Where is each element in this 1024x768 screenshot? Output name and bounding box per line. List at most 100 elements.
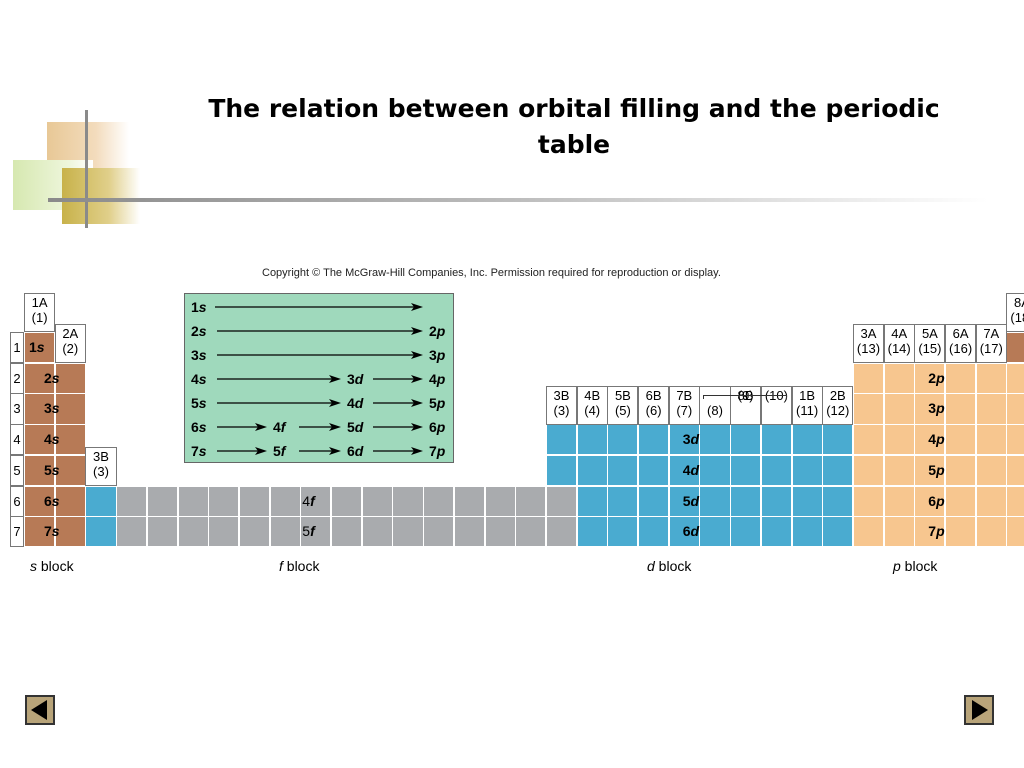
s-orbital-label: 2s bbox=[44, 369, 60, 386]
f-block-cell bbox=[177, 516, 209, 548]
p-block-cell bbox=[975, 454, 1007, 486]
group-header-number: (17) bbox=[979, 341, 1003, 356]
group-header: 8B(8) bbox=[699, 386, 731, 425]
d-orbital-label: 4d bbox=[682, 461, 700, 478]
f-block-cell bbox=[208, 485, 240, 517]
d-block-cell bbox=[545, 424, 578, 456]
previous-slide-button[interactable] bbox=[25, 695, 55, 725]
d-block-cell bbox=[730, 424, 762, 456]
p-block-cell bbox=[975, 485, 1007, 517]
d-block-cell bbox=[576, 424, 608, 456]
d-block-cell bbox=[791, 516, 823, 548]
p-block-cell bbox=[1006, 424, 1024, 456]
block-label: d block bbox=[647, 558, 692, 574]
next-slide-button[interactable] bbox=[964, 695, 994, 725]
s-block-cell bbox=[54, 424, 86, 456]
arrow-head-icon bbox=[411, 399, 423, 407]
group-header-number: (4) bbox=[584, 403, 601, 418]
arrow-head-icon bbox=[329, 375, 341, 383]
d-block-cell bbox=[791, 424, 823, 456]
group-header-label: 1B bbox=[799, 388, 816, 403]
group-header-number: (14) bbox=[887, 341, 911, 356]
d-block-cell bbox=[576, 454, 608, 486]
f-block-cell bbox=[423, 516, 455, 548]
p-block-cell bbox=[883, 516, 915, 548]
p-block-cell bbox=[852, 485, 885, 517]
p-block-cell bbox=[914, 454, 946, 486]
s-orbital-label: 1s bbox=[29, 339, 45, 355]
period-number: 5 bbox=[10, 454, 24, 486]
d-block-cell bbox=[760, 424, 792, 456]
f-block-cell bbox=[484, 516, 516, 548]
d-block-cell bbox=[699, 516, 731, 548]
f-block-cell bbox=[238, 485, 271, 517]
f-block-cell bbox=[238, 516, 271, 548]
p-orbital-label: 5p bbox=[928, 461, 945, 478]
legend-orbital-label: 4d bbox=[347, 395, 364, 411]
s-block-cell bbox=[54, 454, 86, 486]
s-block-cell bbox=[24, 393, 56, 425]
group-header-number: (5) bbox=[614, 403, 631, 418]
s-block-cell bbox=[1006, 332, 1024, 364]
group-header-number: (11) bbox=[796, 403, 819, 418]
period-number: 2 bbox=[10, 362, 24, 394]
d-block-cell bbox=[576, 485, 608, 517]
d-block-cell bbox=[699, 454, 731, 486]
d-block-cell bbox=[668, 485, 700, 517]
d-block-cell bbox=[638, 485, 670, 517]
group-header-label: 7B bbox=[676, 388, 693, 403]
group-header-label: 4A bbox=[891, 326, 908, 341]
s-block-cell bbox=[54, 485, 86, 517]
group-header-label: 5A bbox=[921, 326, 938, 341]
period-number: 4 bbox=[10, 424, 24, 456]
group-header-number: (3) bbox=[93, 464, 109, 479]
legend-orbital-label: 6d bbox=[347, 443, 364, 459]
group-header-label: 3B bbox=[553, 388, 570, 403]
s-block-cell bbox=[24, 516, 56, 548]
group-header-number: (16) bbox=[949, 341, 973, 356]
p-block-cell bbox=[975, 516, 1007, 548]
d-block-cell bbox=[699, 424, 731, 456]
arrow-head-icon bbox=[255, 423, 267, 431]
p-block-cell bbox=[945, 516, 977, 548]
f-block-cell bbox=[300, 485, 332, 517]
d-block-cell bbox=[545, 454, 578, 486]
group-header-number: (6) bbox=[645, 403, 662, 418]
d-block-cell bbox=[822, 424, 854, 456]
legend-orbital-label: 7p bbox=[429, 443, 446, 459]
legend-orbital-label: 3d bbox=[347, 371, 364, 387]
group-header-label: 6B bbox=[645, 388, 662, 403]
s-orbital-label: 5s bbox=[44, 461, 60, 478]
period-number: 3 bbox=[10, 393, 24, 425]
arrow-head-icon bbox=[411, 303, 423, 311]
f-block-cell bbox=[484, 485, 516, 517]
arrow-head-icon bbox=[411, 375, 423, 383]
group-header-number: (1) bbox=[31, 310, 48, 325]
f-orbital-label: 5f bbox=[302, 523, 315, 540]
group-header-label: 7A bbox=[983, 326, 1000, 341]
d-block-cell bbox=[760, 485, 792, 517]
group-8b-bracket bbox=[703, 395, 788, 399]
group-header-label: 3A bbox=[860, 326, 877, 341]
group-header-number: (7) bbox=[676, 403, 693, 418]
f-block-cell bbox=[208, 516, 240, 548]
p-block-cell bbox=[1006, 485, 1024, 517]
f-block-cell bbox=[177, 485, 209, 517]
group-header-label: 2B bbox=[829, 388, 846, 403]
group-header: (10) bbox=[760, 386, 792, 425]
group-header: 2B (12) bbox=[822, 386, 854, 425]
arrow-head-icon bbox=[411, 447, 423, 455]
period-number: 7 bbox=[10, 516, 24, 548]
d-block-cell bbox=[638, 424, 670, 456]
p-block-cell bbox=[883, 485, 915, 517]
d-block-cell bbox=[822, 485, 854, 517]
p-block-cell bbox=[1006, 454, 1024, 486]
block-label: f block bbox=[279, 558, 320, 574]
group-header-number: (8) bbox=[707, 403, 723, 418]
d-block-cell bbox=[791, 454, 823, 486]
f-block-cell bbox=[361, 485, 393, 517]
f-block-cell bbox=[453, 485, 485, 517]
d-block-cell bbox=[822, 454, 854, 486]
group-header: 4A (14) bbox=[883, 324, 915, 363]
p-block-cell bbox=[852, 516, 885, 548]
